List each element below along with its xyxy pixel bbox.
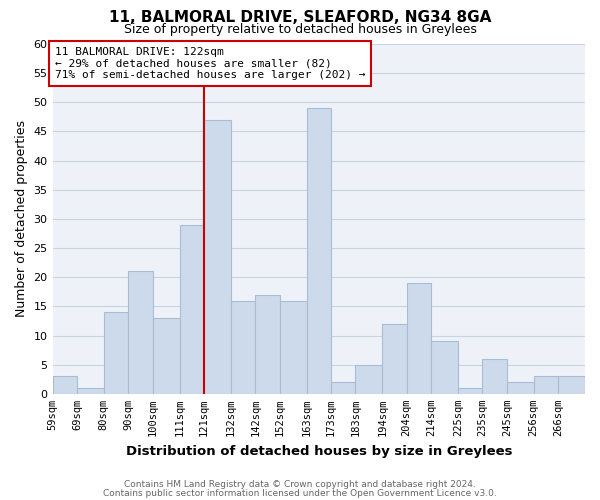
Text: Contains HM Land Registry data © Crown copyright and database right 2024.: Contains HM Land Registry data © Crown c…	[124, 480, 476, 489]
Bar	[507, 382, 534, 394]
Bar	[104, 312, 128, 394]
Bar	[558, 376, 585, 394]
Bar	[128, 272, 152, 394]
Bar	[431, 342, 458, 394]
Bar	[255, 294, 280, 394]
Bar	[482, 359, 507, 394]
X-axis label: Distribution of detached houses by size in Greylees: Distribution of detached houses by size …	[125, 444, 512, 458]
Bar	[152, 318, 179, 394]
Bar	[382, 324, 407, 394]
Text: Size of property relative to detached houses in Greylees: Size of property relative to detached ho…	[124, 22, 476, 36]
Bar	[179, 224, 204, 394]
Bar	[204, 120, 231, 394]
Bar	[280, 300, 307, 394]
Bar	[355, 364, 382, 394]
Bar	[231, 300, 255, 394]
Bar	[458, 388, 482, 394]
Bar	[407, 283, 431, 394]
Text: Contains public sector information licensed under the Open Government Licence v3: Contains public sector information licen…	[103, 488, 497, 498]
Bar	[307, 108, 331, 394]
Bar	[331, 382, 355, 394]
Y-axis label: Number of detached properties: Number of detached properties	[15, 120, 28, 318]
Text: 11, BALMORAL DRIVE, SLEAFORD, NG34 8GA: 11, BALMORAL DRIVE, SLEAFORD, NG34 8GA	[109, 10, 491, 25]
Text: 11 BALMORAL DRIVE: 122sqm
← 29% of detached houses are smaller (82)
71% of semi-: 11 BALMORAL DRIVE: 122sqm ← 29% of detac…	[55, 47, 365, 80]
Bar	[77, 388, 104, 394]
Bar	[534, 376, 558, 394]
Bar	[53, 376, 77, 394]
